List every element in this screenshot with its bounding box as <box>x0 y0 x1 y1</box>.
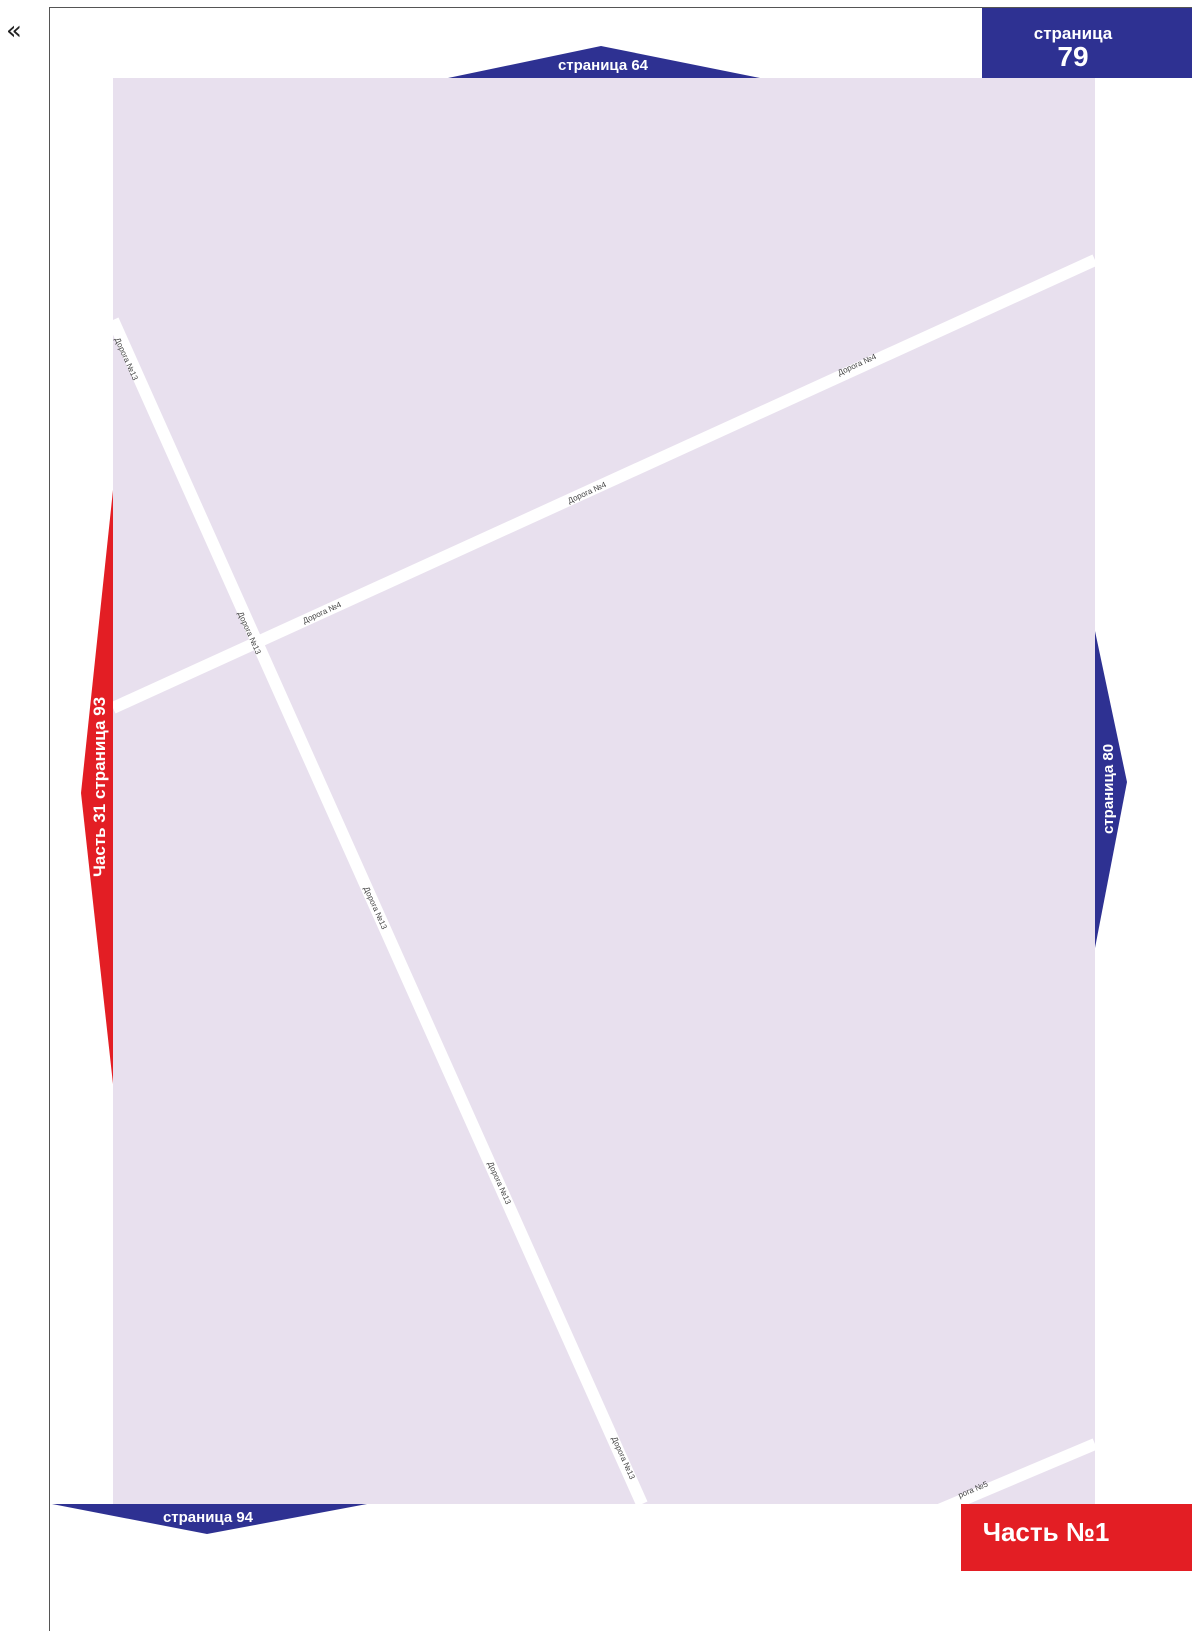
nav-right-label[interactable]: страница 80 <box>1100 744 1117 834</box>
nav-part-1[interactable]: Часть №1 <box>961 1504 1192 1571</box>
nav-bottom-left-label[interactable]: страница 94 <box>163 1509 254 1526</box>
nav-top-right-line1[interactable]: страница <box>1034 24 1113 43</box>
nav-bottom-right-box[interactable] <box>961 1504 1192 1571</box>
nav-top-label[interactable]: страница 64 <box>558 57 649 74</box>
road-4 <box>113 254 1095 714</box>
nav-right-arrow[interactable] <box>1095 631 1127 948</box>
nav-top-right-line2[interactable]: 79 <box>1057 41 1088 72</box>
nav-bottom-left-arrow[interactable] <box>52 1504 367 1534</box>
nav-left-arrow[interactable] <box>81 490 113 1084</box>
nav-page-94[interactable]: страница 94 <box>52 1504 367 1534</box>
map-area <box>113 78 1095 1504</box>
map-sheet: Дорога №4 Дорога №4 Дорога №4 Дорога №13… <box>49 7 1192 1631</box>
road-13 <box>113 317 648 1504</box>
back-arrow-icon[interactable]: « <box>6 16 22 46</box>
road-5 <box>937 1438 1095 1504</box>
nav-left-label[interactable]: Часть 31 страница 93 <box>90 697 109 877</box>
nav-page-79[interactable]: страница 79 <box>982 8 1192 78</box>
map-canvas: Дорога №4 Дорога №4 Дорога №4 Дорога №13… <box>52 8 1192 1571</box>
nav-part-31-page-93[interactable]: Часть 31 страница 93 <box>81 490 113 1084</box>
nav-top-right-box[interactable] <box>982 8 1192 78</box>
nav-bottom-right-label[interactable]: Часть №1 <box>983 1517 1110 1547</box>
nav-top-arrow[interactable] <box>448 46 760 78</box>
nav-page-80[interactable]: страница 80 <box>1095 631 1127 948</box>
nav-page-64[interactable]: страница 64 <box>448 46 760 78</box>
